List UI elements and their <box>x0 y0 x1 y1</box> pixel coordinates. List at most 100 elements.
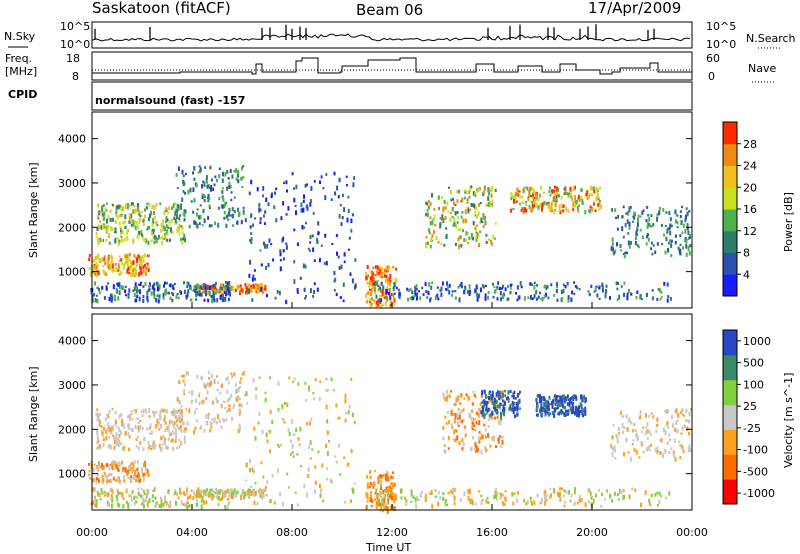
echo-cell <box>393 298 396 303</box>
echo-cell <box>101 462 103 467</box>
echo-cell <box>527 195 530 198</box>
echo-cell <box>553 196 556 201</box>
echo-cell <box>121 214 124 218</box>
echo-cell <box>143 208 146 212</box>
echo-cell <box>665 409 668 415</box>
echo-cell <box>147 500 150 505</box>
echo-cell <box>660 296 663 299</box>
echo-cell <box>210 373 213 379</box>
echo-cell <box>312 392 315 395</box>
echo-cell <box>137 421 140 425</box>
echo-cell <box>178 380 181 385</box>
echo-cell <box>497 404 500 407</box>
echo-cell <box>200 285 203 290</box>
echo-cell <box>145 206 148 210</box>
echo-cell <box>170 432 173 436</box>
echo-cell <box>265 432 268 438</box>
echo-cell <box>255 387 258 391</box>
echo-cell <box>226 281 229 287</box>
echo-cell <box>639 410 642 415</box>
echo-cell <box>168 206 171 211</box>
echo-cell <box>222 494 225 499</box>
echo-cell <box>114 441 116 445</box>
echo-cell <box>109 473 112 476</box>
echo-cell <box>222 198 225 202</box>
echo-cell <box>616 227 619 231</box>
echo-cell <box>210 298 213 304</box>
echo-cell <box>574 394 577 399</box>
echo-cell <box>376 497 379 500</box>
echo-cell <box>487 238 490 241</box>
echo-cell <box>684 228 687 234</box>
echo-cell <box>416 292 418 298</box>
echo-cell <box>125 500 128 505</box>
echo-cell <box>113 269 116 272</box>
echo-cell <box>378 502 381 507</box>
echo-cell <box>615 433 618 437</box>
echo-cell <box>550 401 553 406</box>
echo-cell <box>142 447 145 452</box>
echo-cell <box>192 210 195 214</box>
echo-cell <box>533 281 536 284</box>
echo-cell <box>164 495 167 501</box>
echo-cell <box>187 189 190 195</box>
echo-cell <box>318 397 321 401</box>
echo-cell <box>472 391 475 394</box>
echo-cell <box>458 227 461 232</box>
echo-cell <box>180 414 183 418</box>
echo-cell <box>250 179 253 185</box>
echo-cell <box>167 437 170 441</box>
echo-cell <box>230 394 233 398</box>
echo-cell <box>193 197 196 202</box>
echo-cell <box>553 413 556 419</box>
echo-cell <box>123 238 126 242</box>
echo-cell <box>471 500 474 506</box>
echo-cell <box>257 289 259 293</box>
echo-cell <box>224 407 227 410</box>
echo-cell <box>337 195 340 199</box>
echo-cell <box>214 221 216 226</box>
echo-cell <box>138 272 141 277</box>
echo-cell <box>212 400 214 405</box>
echo-cell <box>206 185 209 189</box>
echo-cell <box>226 505 229 510</box>
echo-cell <box>143 462 145 468</box>
echo-cell <box>146 228 149 231</box>
echo-cell <box>410 489 413 494</box>
echo-cell <box>556 193 559 197</box>
echo-cell <box>394 497 397 501</box>
echo-cell <box>457 395 460 401</box>
echo-cell <box>142 285 145 289</box>
echo-cell <box>616 287 619 291</box>
echo-cell <box>160 223 163 228</box>
echo-cell <box>262 186 265 191</box>
echo-cell <box>475 228 478 233</box>
echo-cell <box>149 213 151 219</box>
echo-cell <box>539 395 541 401</box>
echo-cell <box>151 285 154 290</box>
echo-cell <box>159 418 162 421</box>
echo-cell <box>175 501 177 506</box>
echo-cell <box>117 283 120 287</box>
echo-cell <box>529 282 532 286</box>
echo-cell <box>551 406 554 409</box>
echo-cell <box>516 408 519 412</box>
echo-cell <box>110 259 113 263</box>
echo-cell <box>319 380 322 384</box>
echo-cell <box>150 230 153 236</box>
echo-cell <box>134 298 137 303</box>
echo-cell <box>498 395 501 399</box>
echo-cell <box>666 421 669 425</box>
echo-cell <box>559 498 562 502</box>
echo-cell <box>577 209 580 213</box>
echo-cell <box>555 186 558 192</box>
echo-cell <box>203 218 206 224</box>
echo-cell <box>226 186 229 191</box>
echo-cell <box>105 417 107 422</box>
echo-cell <box>163 281 166 285</box>
echo-cell <box>646 225 649 230</box>
echo-cell <box>340 222 343 227</box>
echo-cell <box>541 412 544 418</box>
echo-cell <box>265 265 267 270</box>
echo-cell <box>411 295 414 301</box>
